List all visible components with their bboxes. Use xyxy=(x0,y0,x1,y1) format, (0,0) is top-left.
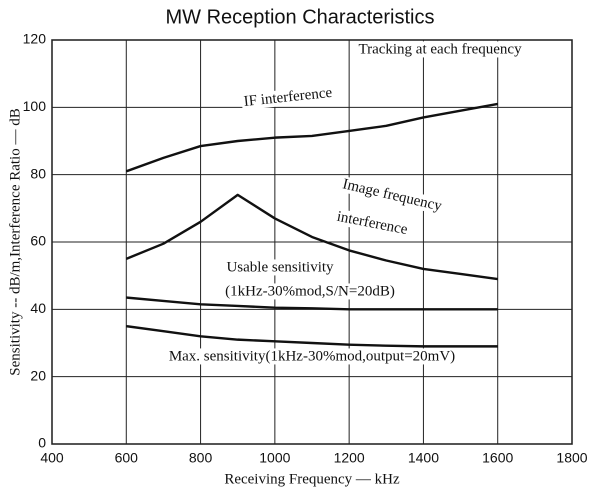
annotation-bg xyxy=(339,175,446,216)
annotation: Tracking at each frequency xyxy=(358,41,522,57)
x-tick-label: 600 xyxy=(115,450,139,466)
x-tick-label: 1600 xyxy=(482,450,513,466)
y-tick-label: 100 xyxy=(23,98,47,114)
annotation: IF interference xyxy=(243,85,333,110)
y-tick-label: 20 xyxy=(30,367,46,383)
curve xyxy=(126,296,498,311)
x-tick-label: 1400 xyxy=(408,450,439,466)
annotation-bg xyxy=(166,348,458,365)
annotation: interference xyxy=(335,209,409,238)
x-tick-label: 1000 xyxy=(259,450,290,466)
annotation: (1kHz-30%mod,S/N=20dB) xyxy=(225,283,395,299)
annotation: Max. sensitivity(1kHz-30%mod,output=20mV… xyxy=(169,348,455,364)
x-tick-label: 800 xyxy=(189,450,213,466)
y-tick-label: 60 xyxy=(30,233,46,249)
curve xyxy=(125,193,498,281)
chart-title: MW Reception Characteristics xyxy=(166,6,435,28)
y-tick-label: 80 xyxy=(30,165,46,181)
annotation: Usable sensitivity xyxy=(226,259,334,275)
curve xyxy=(126,324,498,348)
y-tick-label: 40 xyxy=(30,300,46,316)
annotation-bg xyxy=(333,208,412,239)
x-axis-label: Receiving Frequency — kHz xyxy=(224,471,400,487)
y-axis-label: Sensitivity -- dB/m,Interference Ratio —… xyxy=(7,108,23,375)
annotation-bg xyxy=(241,84,336,111)
x-tick-label: 1800 xyxy=(556,450,587,466)
x-tick-label: 400 xyxy=(40,450,64,466)
annotation-bg xyxy=(223,283,397,300)
curve xyxy=(125,102,498,173)
x-tick-label: 1200 xyxy=(334,450,365,466)
annotation-bg xyxy=(224,259,337,276)
y-tick-label: 0 xyxy=(38,435,46,451)
y-tick-label: 120 xyxy=(23,31,47,47)
annotation: Image frequency xyxy=(341,176,444,214)
annotation-bg xyxy=(356,41,525,58)
